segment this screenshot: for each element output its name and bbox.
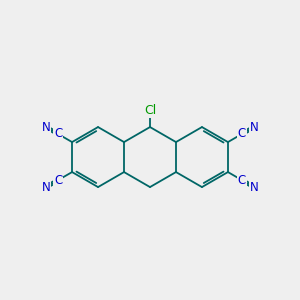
Text: Cl: Cl bbox=[144, 104, 156, 117]
Text: C: C bbox=[54, 174, 62, 187]
Text: N: N bbox=[250, 121, 258, 134]
Text: N: N bbox=[42, 121, 50, 134]
Text: N: N bbox=[42, 181, 50, 194]
Text: C: C bbox=[238, 174, 246, 187]
Text: C: C bbox=[54, 128, 62, 140]
Text: C: C bbox=[238, 128, 246, 140]
Text: N: N bbox=[250, 181, 258, 194]
